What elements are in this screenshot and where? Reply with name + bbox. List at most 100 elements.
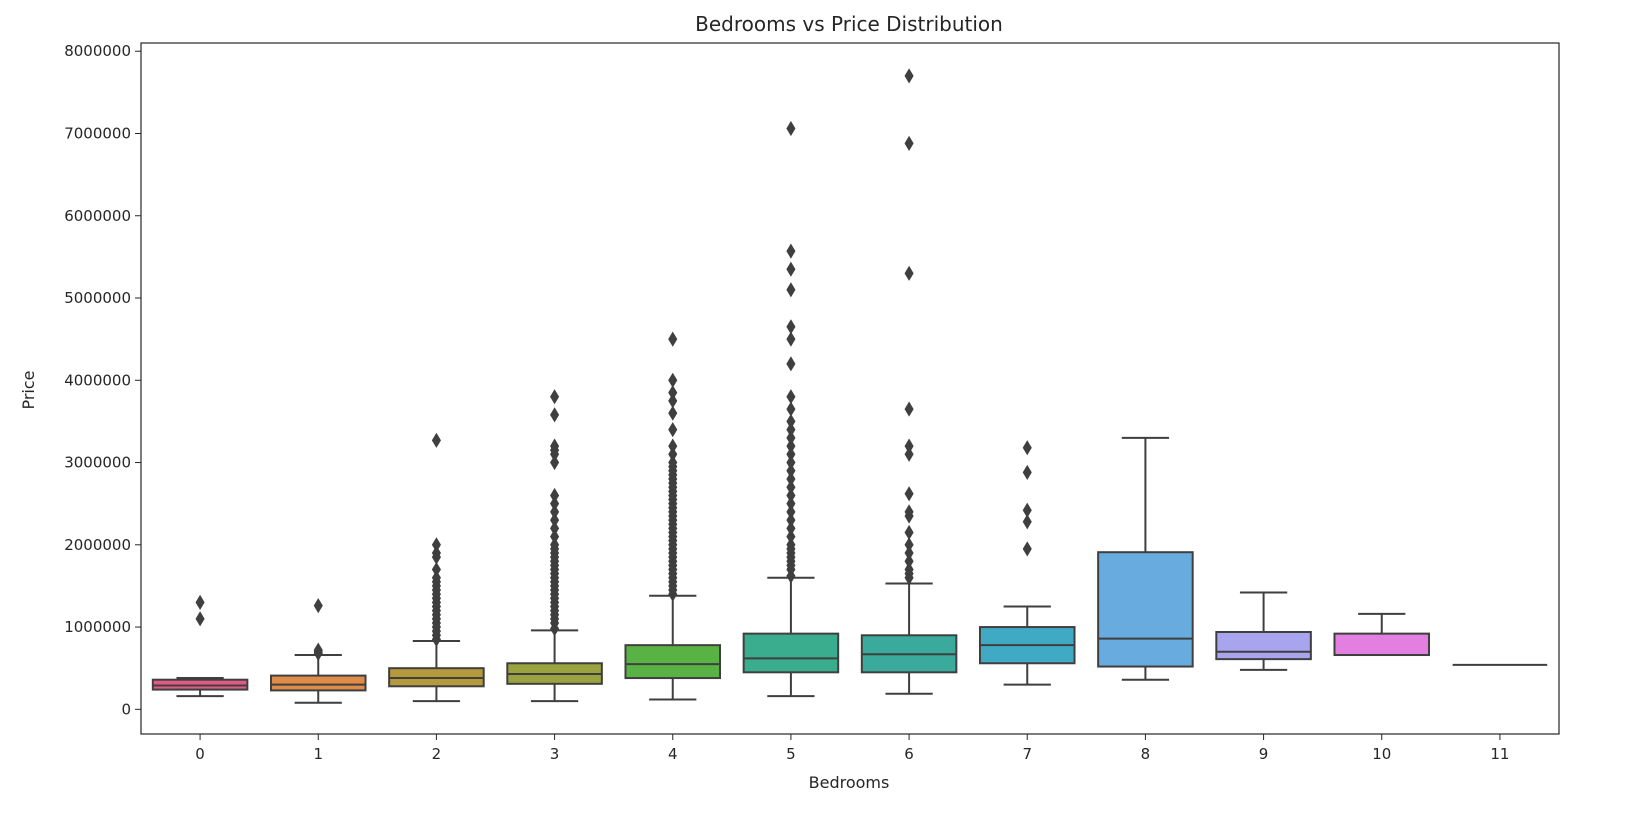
outlier-point: [668, 331, 678, 347]
outlier-point: [1022, 440, 1032, 456]
outlier-point: [786, 282, 796, 298]
x-tick-label: 9: [1259, 745, 1269, 763]
outlier-point: [550, 407, 560, 423]
y-tick-label: 5000000: [64, 289, 131, 307]
box-group-8: [1097, 436, 1194, 681]
x-tick-label: 2: [432, 745, 442, 763]
outlier-point: [431, 537, 441, 553]
outlier-point: [1022, 541, 1032, 557]
outlier-point: [786, 471, 796, 487]
outlier-point: [668, 372, 678, 388]
outlier-point: [668, 385, 678, 401]
box-iqr: [1097, 551, 1194, 668]
outlier-point: [904, 446, 914, 462]
outlier-point: [786, 454, 796, 471]
box-iqr: [1215, 630, 1312, 661]
outlier-point: [904, 265, 914, 281]
y-tick-label: 1000000: [64, 618, 131, 636]
x-axis-title: Bedrooms: [809, 773, 890, 792]
outlier-point: [668, 438, 678, 454]
outlier-point: [904, 504, 914, 520]
outlier-point: [786, 537, 796, 553]
outlier-point: [786, 389, 796, 405]
outlier-point: [786, 528, 796, 545]
outlier-point: [786, 422, 796, 438]
box-group-3: [506, 389, 603, 703]
outlier-point: [786, 487, 796, 504]
box-group-10: [1333, 612, 1431, 657]
x-tick-label: 8: [1141, 745, 1151, 763]
outlier-point: [904, 545, 914, 561]
x-tick-label: 11: [1490, 745, 1509, 763]
outlier-point: [195, 611, 205, 627]
outlier-point: [786, 120, 796, 137]
x-tick-label: 1: [313, 745, 323, 763]
outlier-point: [550, 512, 560, 528]
outlier-point: [786, 438, 796, 454]
outlier-point: [904, 401, 914, 417]
y-tick-label: 4000000: [64, 371, 131, 389]
chart-title: Bedrooms vs Price Distribution: [695, 12, 1003, 36]
outlier-point: [550, 528, 560, 545]
outlier-point: [786, 504, 796, 520]
box-group-0: [151, 594, 249, 698]
outlier-point: [668, 454, 678, 471]
x-tick-label: 3: [550, 745, 560, 763]
outlier-point: [550, 520, 560, 536]
outlier-point: [550, 487, 560, 504]
outlier-point: [431, 545, 441, 561]
outlier-point: [786, 520, 796, 536]
outlier-point: [786, 430, 796, 446]
outlier-point: [786, 512, 796, 528]
y-axis: 0 1000000 2000000 3000000 4000000 5000000 6000…: [64, 42, 141, 718]
outlier-point: [668, 393, 678, 409]
plot-area: [151, 68, 1548, 704]
box-iqr: [269, 674, 367, 692]
box-iqr: [742, 632, 840, 674]
box-group-7: [978, 440, 1076, 686]
box-group-2: [388, 432, 485, 703]
box-group-6: [860, 68, 958, 695]
box-iqr: [624, 644, 722, 680]
outlier-point: [786, 243, 796, 259]
outlier-point: [904, 68, 914, 84]
outlier-point: [786, 446, 796, 462]
outlier-point: [668, 405, 678, 421]
outlier-point: [786, 479, 796, 495]
outlier-point: [786, 413, 796, 429]
outlier-point: [904, 438, 914, 454]
box-group-9: [1215, 591, 1312, 671]
outlier-point: [1022, 464, 1032, 480]
outlier-point: [786, 319, 796, 335]
outlier-point: [904, 561, 914, 578]
outlier-point: [431, 561, 441, 578]
y-tick-label: 6000000: [64, 207, 131, 225]
outlier-point: [904, 135, 914, 151]
x-tick-label: 7: [1022, 745, 1032, 763]
outlier-point: [904, 553, 914, 569]
outlier-point: [904, 537, 914, 553]
box-group-4: [624, 331, 722, 701]
outlier-point: [431, 570, 441, 586]
x-tick-label: 6: [904, 745, 914, 763]
outlier-point: [550, 504, 560, 520]
outlier-point: [550, 454, 560, 471]
y-tick-label: 0: [121, 700, 131, 718]
outlier-point: [786, 401, 796, 417]
x-tick-label: 5: [786, 745, 796, 763]
outlier-point: [904, 524, 914, 541]
outlier-point: [550, 537, 560, 553]
outlier-point: [786, 331, 796, 347]
outlier-point: [313, 642, 323, 658]
y-tick-label: 3000000: [64, 454, 131, 472]
outlier-point: [550, 496, 560, 512]
x-tick-label: 10: [1372, 745, 1391, 763]
box-group-5: [742, 120, 840, 698]
outlier-point: [550, 389, 560, 405]
outlier-point: [668, 446, 678, 462]
outlier-point: [786, 496, 796, 512]
box-iqr: [1333, 632, 1431, 657]
y-tick-label: 2000000: [64, 536, 131, 554]
